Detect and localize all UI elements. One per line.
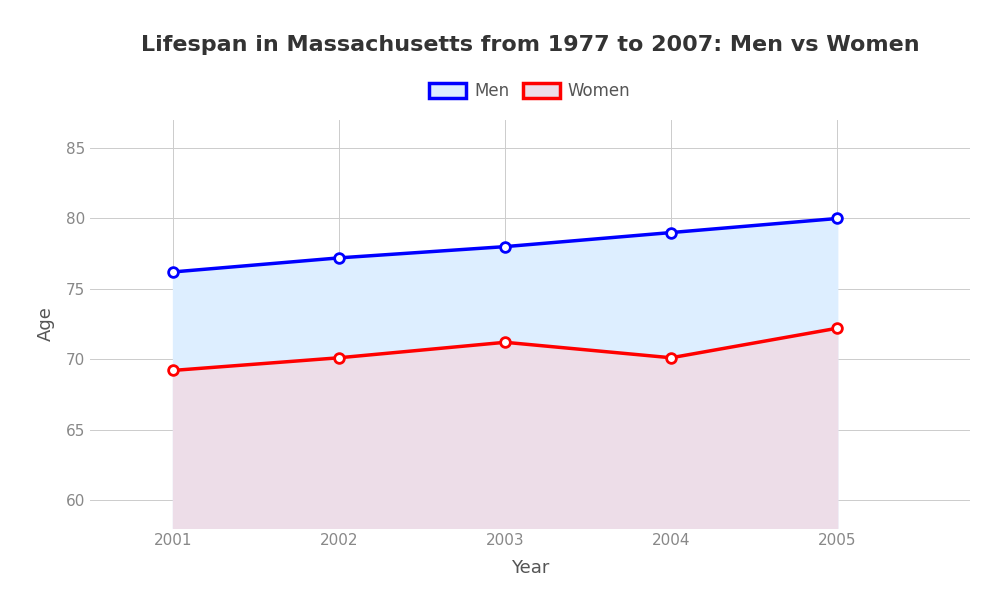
Y-axis label: Age: Age <box>37 307 55 341</box>
Legend: Men, Women: Men, Women <box>423 75 637 107</box>
Title: Lifespan in Massachusetts from 1977 to 2007: Men vs Women: Lifespan in Massachusetts from 1977 to 2… <box>141 35 919 55</box>
X-axis label: Year: Year <box>511 559 549 577</box>
